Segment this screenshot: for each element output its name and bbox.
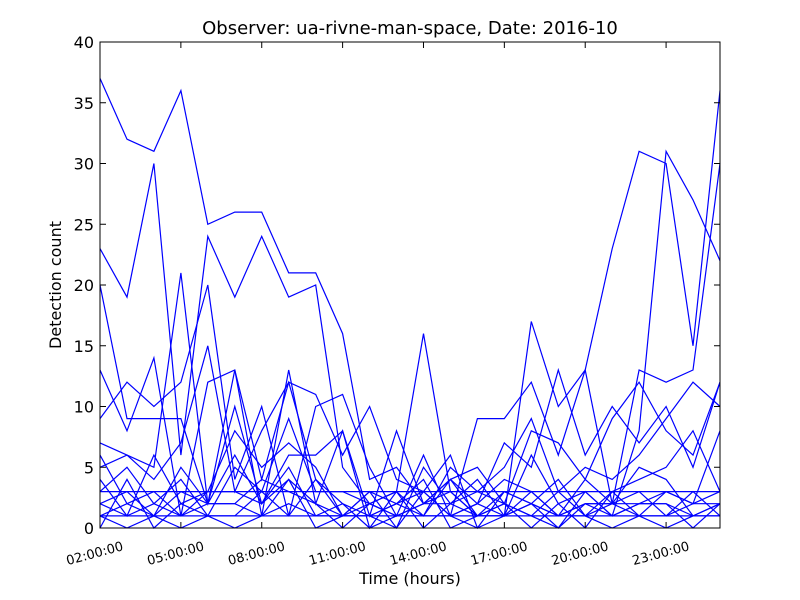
x-tick-label: 08:00:00 bbox=[226, 539, 286, 569]
y-tick-label: 15 bbox=[74, 337, 94, 356]
y-axis-label: Detection count bbox=[46, 221, 65, 349]
x-tick-label: 14:00:00 bbox=[388, 539, 448, 569]
plot-frame bbox=[99, 41, 721, 529]
x-tick-label: 20:00:00 bbox=[550, 539, 610, 569]
x-axis-label: Time (hours) bbox=[358, 569, 461, 588]
y-tick-label: 25 bbox=[74, 215, 94, 234]
y-tick-label: 35 bbox=[74, 94, 94, 113]
series-line-8 bbox=[99, 429, 721, 530]
y-axis-ticks: 0 5 10 15 20 25 30 35 40 bbox=[74, 33, 720, 538]
series-line-1 bbox=[99, 78, 721, 529]
series-line-5 bbox=[99, 284, 721, 518]
y-tick-label: 30 bbox=[74, 155, 94, 174]
y-tick-label: 5 bbox=[84, 458, 94, 477]
x-tick-label: 23:00:00 bbox=[631, 539, 691, 569]
x-tick-label: 17:00:00 bbox=[469, 539, 529, 569]
series-line-16 bbox=[99, 453, 721, 517]
y-tick-label: 10 bbox=[74, 398, 94, 417]
plot-lines bbox=[99, 78, 721, 530]
x-tick-label: 02:00:00 bbox=[65, 539, 125, 569]
chart-title: Observer: ua-rivne-man-space, Date: 2016… bbox=[202, 18, 618, 39]
y-tick-label: 0 bbox=[84, 519, 94, 538]
x-tick-label: 05:00:00 bbox=[146, 539, 206, 569]
x-tick-label: 11:00:00 bbox=[307, 539, 367, 569]
series-line-6 bbox=[99, 272, 721, 530]
series-line-2 bbox=[99, 90, 721, 517]
y-tick-label: 40 bbox=[74, 33, 94, 52]
y-tick-label: 20 bbox=[74, 276, 94, 295]
